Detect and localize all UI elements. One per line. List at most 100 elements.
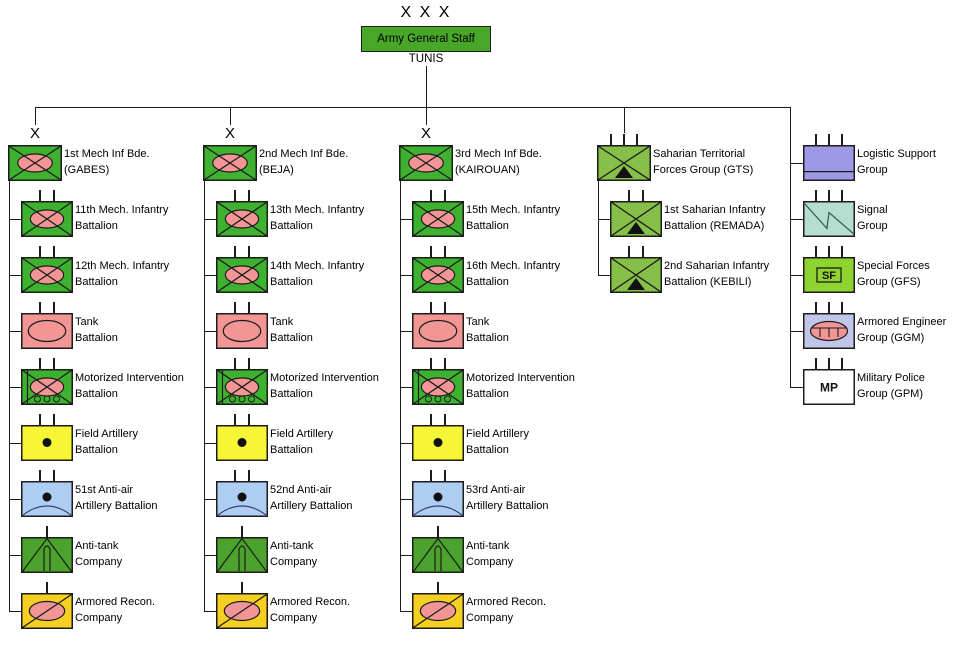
unit-label: 2nd Saharian Infantry Battalion (KEBILI) bbox=[664, 259, 769, 290]
unit-label-line1: 51st Anti-air bbox=[75, 484, 134, 496]
unit-label-line1: Anti-tank bbox=[75, 540, 119, 552]
connector-line bbox=[425, 107, 427, 125]
unit-label: Field Artillery Battalion bbox=[270, 427, 333, 458]
echelon-tick bbox=[53, 246, 55, 257]
connector-line bbox=[9, 387, 21, 388]
echelon-tick bbox=[248, 470, 250, 481]
echelon-tick bbox=[828, 190, 830, 201]
unit-label-line1: Tank bbox=[466, 316, 490, 328]
armored-recon-symbol bbox=[21, 593, 73, 629]
unit-label-line2: Battalion bbox=[466, 275, 509, 288]
anti-air-symbol bbox=[412, 481, 464, 517]
echelon-tick bbox=[828, 246, 830, 257]
unit-label: 1st Mech Inf Bde. (GABES) bbox=[64, 147, 150, 178]
connector-line bbox=[790, 331, 803, 332]
unit-label-line2: Group bbox=[857, 163, 888, 176]
unit-label-line1: Armored Engineer bbox=[857, 316, 947, 328]
echelon-tick bbox=[53, 358, 55, 369]
unit-label: Motorized Intervention Battalion bbox=[466, 371, 575, 402]
echelon-tick bbox=[815, 134, 817, 145]
echelon-tick bbox=[248, 414, 250, 425]
echelon-tick bbox=[642, 190, 644, 201]
echelon-tick bbox=[437, 582, 439, 593]
armored-recon-symbol bbox=[412, 593, 464, 629]
connector-line bbox=[790, 275, 803, 276]
connector-line bbox=[9, 443, 21, 444]
unit-label-line1: 11th Mech. Infantry bbox=[75, 204, 169, 216]
connector-line bbox=[34, 107, 36, 125]
saharian-infantry-symbol bbox=[610, 201, 662, 237]
connector-line bbox=[9, 611, 21, 612]
unit-label: Tank Battalion bbox=[75, 315, 118, 346]
unit-label: 13th Mech. Infantry Battalion bbox=[270, 203, 364, 234]
unit-label: 3rd Mech Inf Bde. (KAIROUAN) bbox=[455, 147, 542, 178]
connector-line bbox=[229, 107, 231, 125]
connector-line bbox=[9, 499, 21, 500]
echelon-tick bbox=[828, 358, 830, 369]
tank-symbol bbox=[412, 313, 464, 349]
echelon-tick bbox=[841, 302, 843, 313]
motorized-intervention-symbol bbox=[412, 369, 464, 405]
unit-label: 15th Mech. Infantry Battalion bbox=[466, 203, 560, 234]
echelon-tick bbox=[815, 246, 817, 257]
unit-label-line2: Company bbox=[466, 555, 514, 568]
echelon-tick bbox=[444, 190, 446, 201]
echelon-tick bbox=[53, 414, 55, 425]
echelon-tick bbox=[628, 246, 630, 257]
unit-label-line2: Battalion (KEBILI) bbox=[664, 275, 752, 288]
unit-label-line1: Motorized Intervention bbox=[466, 372, 575, 384]
unit-label-line2: Group (GGM) bbox=[857, 331, 925, 344]
unit-label: 53rd Anti-air Artillery Battalion bbox=[466, 483, 549, 514]
echelon-tick bbox=[53, 302, 55, 313]
unit-label-line1: 13th Mech. Infantry bbox=[270, 204, 365, 216]
unit-label-line1: 1st Mech Inf Bde. bbox=[64, 148, 150, 160]
echelon-tick bbox=[444, 358, 446, 369]
unit-label: Tank Battalion bbox=[466, 315, 509, 346]
echelon-tick bbox=[815, 190, 817, 201]
connector-line bbox=[9, 219, 21, 220]
echelon-tick bbox=[815, 358, 817, 369]
unit-label-line2: Artillery Battalion bbox=[466, 499, 549, 512]
unit-label: 2nd Mech Inf Bde. (BEJA) bbox=[259, 147, 348, 178]
unit-label-line2: Battalion bbox=[270, 219, 313, 232]
unit-label: 52nd Anti-air Artillery Battalion bbox=[270, 483, 353, 514]
svg-text:SF: SF bbox=[822, 270, 836, 282]
connector-line bbox=[400, 331, 412, 332]
unit-label: Armored Engineer Group (GGM) bbox=[857, 315, 946, 346]
unit-label: 51st Anti-air Artillery Battalion bbox=[75, 483, 158, 514]
echelon-tick bbox=[636, 134, 638, 145]
unit-label-line2: Company bbox=[75, 611, 123, 624]
echelon-tick bbox=[828, 302, 830, 313]
echelon-tick bbox=[39, 358, 41, 369]
unit-label: Anti-tank Company bbox=[75, 539, 122, 570]
unit-label-line2: Battalion bbox=[75, 219, 118, 232]
unit-label-line1: 1st Saharian Infantry bbox=[664, 204, 766, 216]
army-staff-echelon: X X X bbox=[400, 4, 452, 21]
tank-symbol bbox=[21, 313, 73, 349]
echelon-tick bbox=[234, 190, 236, 201]
military-police-symbol: MP bbox=[803, 369, 855, 405]
unit-label-line2: Battalion bbox=[466, 219, 509, 232]
unit-label: 12th Mech. Infantry Battalion bbox=[75, 259, 169, 290]
unit-label-line2: Artillery Battalion bbox=[75, 499, 158, 512]
echelon-tick bbox=[430, 414, 432, 425]
connector-line bbox=[790, 219, 803, 220]
unit-label-line1: Motorized Intervention bbox=[75, 372, 184, 384]
echelon-tick bbox=[39, 302, 41, 313]
anti-air-symbol bbox=[216, 481, 268, 517]
unit-label-line1: Motorized Intervention bbox=[270, 372, 379, 384]
echelon-tick bbox=[628, 190, 630, 201]
unit-label-line1: Armored Recon. bbox=[466, 596, 547, 608]
unit-label-line2: Company bbox=[466, 611, 514, 624]
echelon-tick bbox=[610, 134, 612, 145]
connector-line bbox=[204, 331, 216, 332]
unit-label-line1: Field Artillery bbox=[75, 428, 138, 440]
unit-label-line1: Tank bbox=[270, 316, 294, 328]
field-artillery-symbol bbox=[216, 425, 268, 461]
unit-label-line1: Armored Recon. bbox=[270, 596, 351, 608]
army-general-staff-box: Army General Staff bbox=[361, 26, 491, 52]
unit-label: Field Artillery Battalion bbox=[75, 427, 138, 458]
armored-engineer-symbol bbox=[803, 313, 855, 349]
anti-air-symbol bbox=[21, 481, 73, 517]
echelon-tick bbox=[234, 470, 236, 481]
